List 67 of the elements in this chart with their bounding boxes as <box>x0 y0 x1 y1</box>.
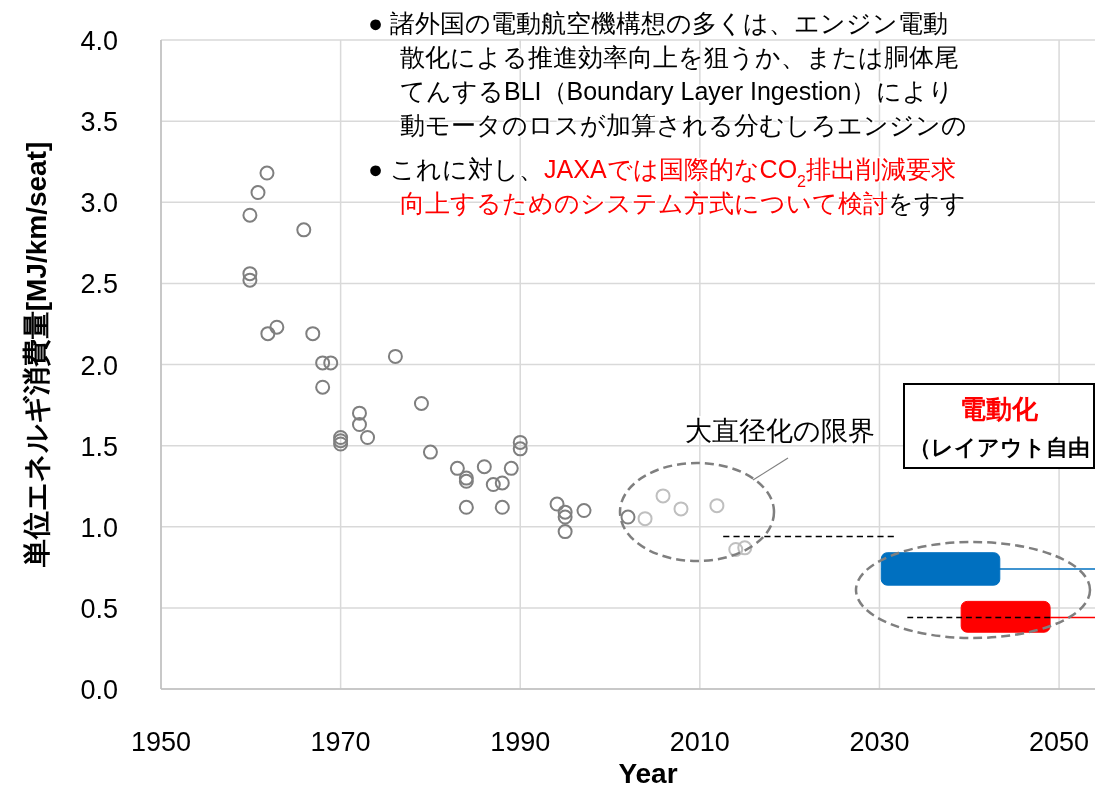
annotation: （レイアウト自由 <box>908 435 1090 460</box>
x-axis-title: Year <box>618 758 678 789</box>
point <box>655 488 671 504</box>
annotation: 動モータのロスが加算される分むしろエンジンの <box>400 111 967 139</box>
text: ● 諸外国の電動航空機構想の多くは、エンジン電動 <box>368 9 949 37</box>
point <box>620 509 636 525</box>
point <box>737 540 753 556</box>
point <box>576 503 592 519</box>
annotation: をすす <box>888 189 966 217</box>
point <box>360 430 376 446</box>
point <box>503 460 519 476</box>
x-tick-label: 2010 <box>669 727 730 757</box>
point <box>305 326 321 342</box>
point <box>494 475 510 491</box>
point <box>315 379 331 395</box>
point <box>296 222 312 238</box>
point <box>351 405 367 421</box>
point <box>260 326 276 342</box>
annotation: 散化による推進効率向上を狙うか、または胴体尾 <box>400 43 959 71</box>
point <box>387 348 403 364</box>
point <box>512 434 528 450</box>
y-axis-title: 単位エネルギ消費量[MJ/km/seat] <box>21 141 52 569</box>
y-tick-label: 0.5 <box>80 593 118 624</box>
y-tick-label: 3.5 <box>80 107 118 138</box>
y-tick-label: 4.0 <box>80 26 118 56</box>
point <box>709 498 725 514</box>
point <box>458 499 474 515</box>
point <box>250 185 266 201</box>
annotation: 向上するためのシステム方式について検討 <box>400 189 888 217</box>
y-tick-label: 2.5 <box>80 269 118 300</box>
point <box>413 395 429 411</box>
point <box>269 319 285 335</box>
x-tick-label: 1990 <box>490 727 551 757</box>
point <box>557 504 573 520</box>
point <box>476 459 492 475</box>
point <box>323 355 339 371</box>
annotation: 大直径化の限界 <box>685 416 875 446</box>
y-tick-label: 0.0 <box>80 675 118 705</box>
point <box>449 460 465 476</box>
point <box>351 417 367 433</box>
point <box>315 355 331 371</box>
point <box>242 207 258 223</box>
y-tick-label: 1.0 <box>80 512 118 543</box>
x-tick-label: 2030 <box>849 727 910 757</box>
annotation: ● これに対し、 <box>368 155 545 183</box>
x-tick-label: 2050 <box>1029 727 1090 757</box>
annotation: 電動化 <box>960 394 1039 424</box>
y-tick-label: 3.0 <box>80 188 118 219</box>
x-tick-label: 1950 <box>130 727 192 757</box>
point <box>242 266 258 282</box>
point <box>549 496 565 512</box>
point <box>673 501 689 517</box>
point <box>512 441 528 457</box>
point <box>637 511 653 527</box>
point <box>557 524 573 540</box>
y-tick-label: 2.0 <box>80 350 118 381</box>
point <box>494 499 510 515</box>
point <box>422 444 438 460</box>
point <box>728 541 744 557</box>
point <box>557 509 573 525</box>
annotation: JAXAでは国際的なCO$_{2}$排出削減要求 <box>544 155 957 190</box>
point <box>485 477 501 493</box>
y-tick-label: 1.5 <box>80 431 118 462</box>
x-tick-label: 1970 <box>310 727 371 757</box>
point <box>259 165 275 181</box>
point <box>242 272 258 288</box>
annotation: てんするBLI（Boundary Layer Ingestion）により <box>400 77 955 105</box>
